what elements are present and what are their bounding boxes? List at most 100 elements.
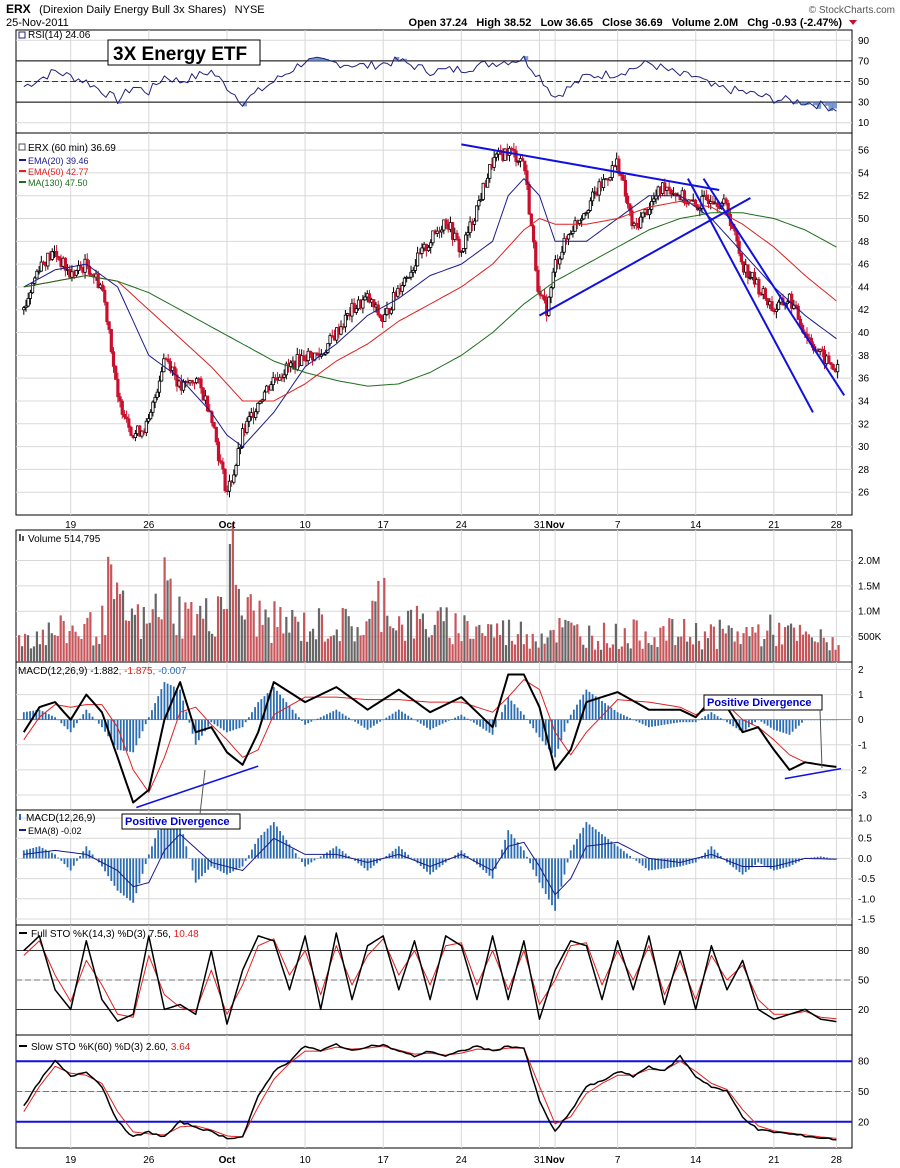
volume-bar xyxy=(193,635,196,662)
macd-hist-bar xyxy=(654,719,657,727)
macd-hist-bar xyxy=(801,719,803,723)
y-tick-label-macd: 1 xyxy=(858,690,864,701)
candle-body xyxy=(280,376,284,379)
volume-bar xyxy=(591,635,594,662)
volume-bar xyxy=(306,641,309,662)
macd-hist-bar xyxy=(110,719,113,741)
volume-bar xyxy=(801,634,805,662)
macd-hist-bar xyxy=(694,719,697,723)
candle-body xyxy=(28,292,32,299)
volume-bar xyxy=(789,623,793,662)
volume-bar xyxy=(445,607,448,662)
volume-bar xyxy=(294,616,297,662)
macdh-bar xyxy=(182,834,185,859)
volume-bar xyxy=(828,650,831,662)
macdh-bar xyxy=(585,822,588,859)
divergence-box-right xyxy=(703,694,823,711)
volume-legend-text: Volume 514,795 xyxy=(28,534,101,545)
y-tick-label-macd: 0 xyxy=(858,715,864,726)
candle-body xyxy=(704,194,708,201)
macdh-bar xyxy=(316,858,319,859)
macdh-bar xyxy=(744,858,747,873)
macdh-bar xyxy=(482,858,485,871)
candle-body xyxy=(258,401,262,404)
macdh-bar xyxy=(697,858,700,860)
volume-bar xyxy=(469,638,472,662)
candle-body xyxy=(324,352,328,355)
macdh-bar xyxy=(782,858,785,869)
macd-hist-bar xyxy=(619,713,622,720)
volume-bar xyxy=(641,648,644,662)
candle-body xyxy=(378,314,383,319)
macdh-bar xyxy=(313,858,316,861)
macd-hist-bar xyxy=(476,719,478,725)
x-tick-label-mid: 21 xyxy=(768,520,780,531)
macd-hist-bar xyxy=(335,709,338,720)
macd-hist-bar xyxy=(182,700,185,720)
volume-bar xyxy=(335,629,338,662)
y-tick-label-rsi: 70 xyxy=(858,56,870,67)
volume-bar xyxy=(498,635,502,662)
volume-bar xyxy=(700,649,704,662)
candle-body xyxy=(628,203,632,212)
candle-body xyxy=(573,220,577,232)
volume-bar xyxy=(80,638,83,662)
x-tick-label-mid: Oct xyxy=(219,520,236,531)
macd-hist-bar xyxy=(551,719,553,754)
macd-hist-bar xyxy=(688,719,691,723)
candle-body xyxy=(582,213,586,220)
volume-bar xyxy=(392,628,395,662)
macdh-bar xyxy=(476,858,478,865)
candle-body xyxy=(586,209,590,214)
macd-hist-bar xyxy=(757,719,760,721)
macdh-bar xyxy=(694,858,697,863)
volume-bar xyxy=(395,630,398,662)
candle-body xyxy=(485,177,490,188)
volume-bar xyxy=(463,615,466,662)
macd-hist-bar xyxy=(744,719,747,730)
macd-hist-bar xyxy=(447,719,450,721)
volume-bar xyxy=(326,638,329,662)
macdh-bar xyxy=(113,858,116,886)
candle-body xyxy=(111,351,116,367)
macdh-bar xyxy=(391,851,394,859)
candle-body xyxy=(118,396,122,402)
y-tick-label-price: 34 xyxy=(858,396,870,407)
macdh-bar xyxy=(304,858,306,867)
volume-bar xyxy=(154,593,157,662)
macdh-bar xyxy=(719,856,722,859)
macd-hist-bar xyxy=(519,711,522,720)
candle-body xyxy=(26,298,30,307)
macdh-bar xyxy=(572,844,575,859)
candle-body xyxy=(415,252,420,267)
macd-hist-bar xyxy=(454,717,456,720)
macd-hist-bar xyxy=(719,718,722,720)
volume-bar xyxy=(608,647,612,662)
y-tick-label-macd: 2 xyxy=(858,665,864,676)
candle-body xyxy=(140,430,144,437)
macd-hist-bar xyxy=(541,719,544,742)
macd-hist-bar xyxy=(382,719,385,721)
x-tick-label-mid: 28 xyxy=(831,520,843,531)
volume-bar xyxy=(365,621,368,662)
volume-bar xyxy=(528,648,531,662)
macdh-bar xyxy=(616,846,619,859)
macd-hist-bar xyxy=(341,713,344,720)
candle-body xyxy=(757,279,761,295)
macd-hist-bar xyxy=(104,719,106,732)
candle-body xyxy=(214,426,218,443)
candle-body xyxy=(411,269,415,273)
volume-bar xyxy=(267,617,270,662)
macd-hist-bar xyxy=(247,717,250,720)
macd-hist-bar xyxy=(260,699,263,720)
macdh-bar xyxy=(416,858,419,864)
macdh-bar xyxy=(51,852,53,859)
macd-hist-bar xyxy=(638,719,641,723)
candle-body xyxy=(523,160,527,172)
macd-hist-bar xyxy=(660,719,663,726)
macd-hist-bar xyxy=(522,714,525,720)
macdh-bar xyxy=(229,858,231,873)
volume-bar xyxy=(332,635,335,662)
macd-hist-bar xyxy=(379,719,381,722)
candle-body xyxy=(588,200,593,211)
